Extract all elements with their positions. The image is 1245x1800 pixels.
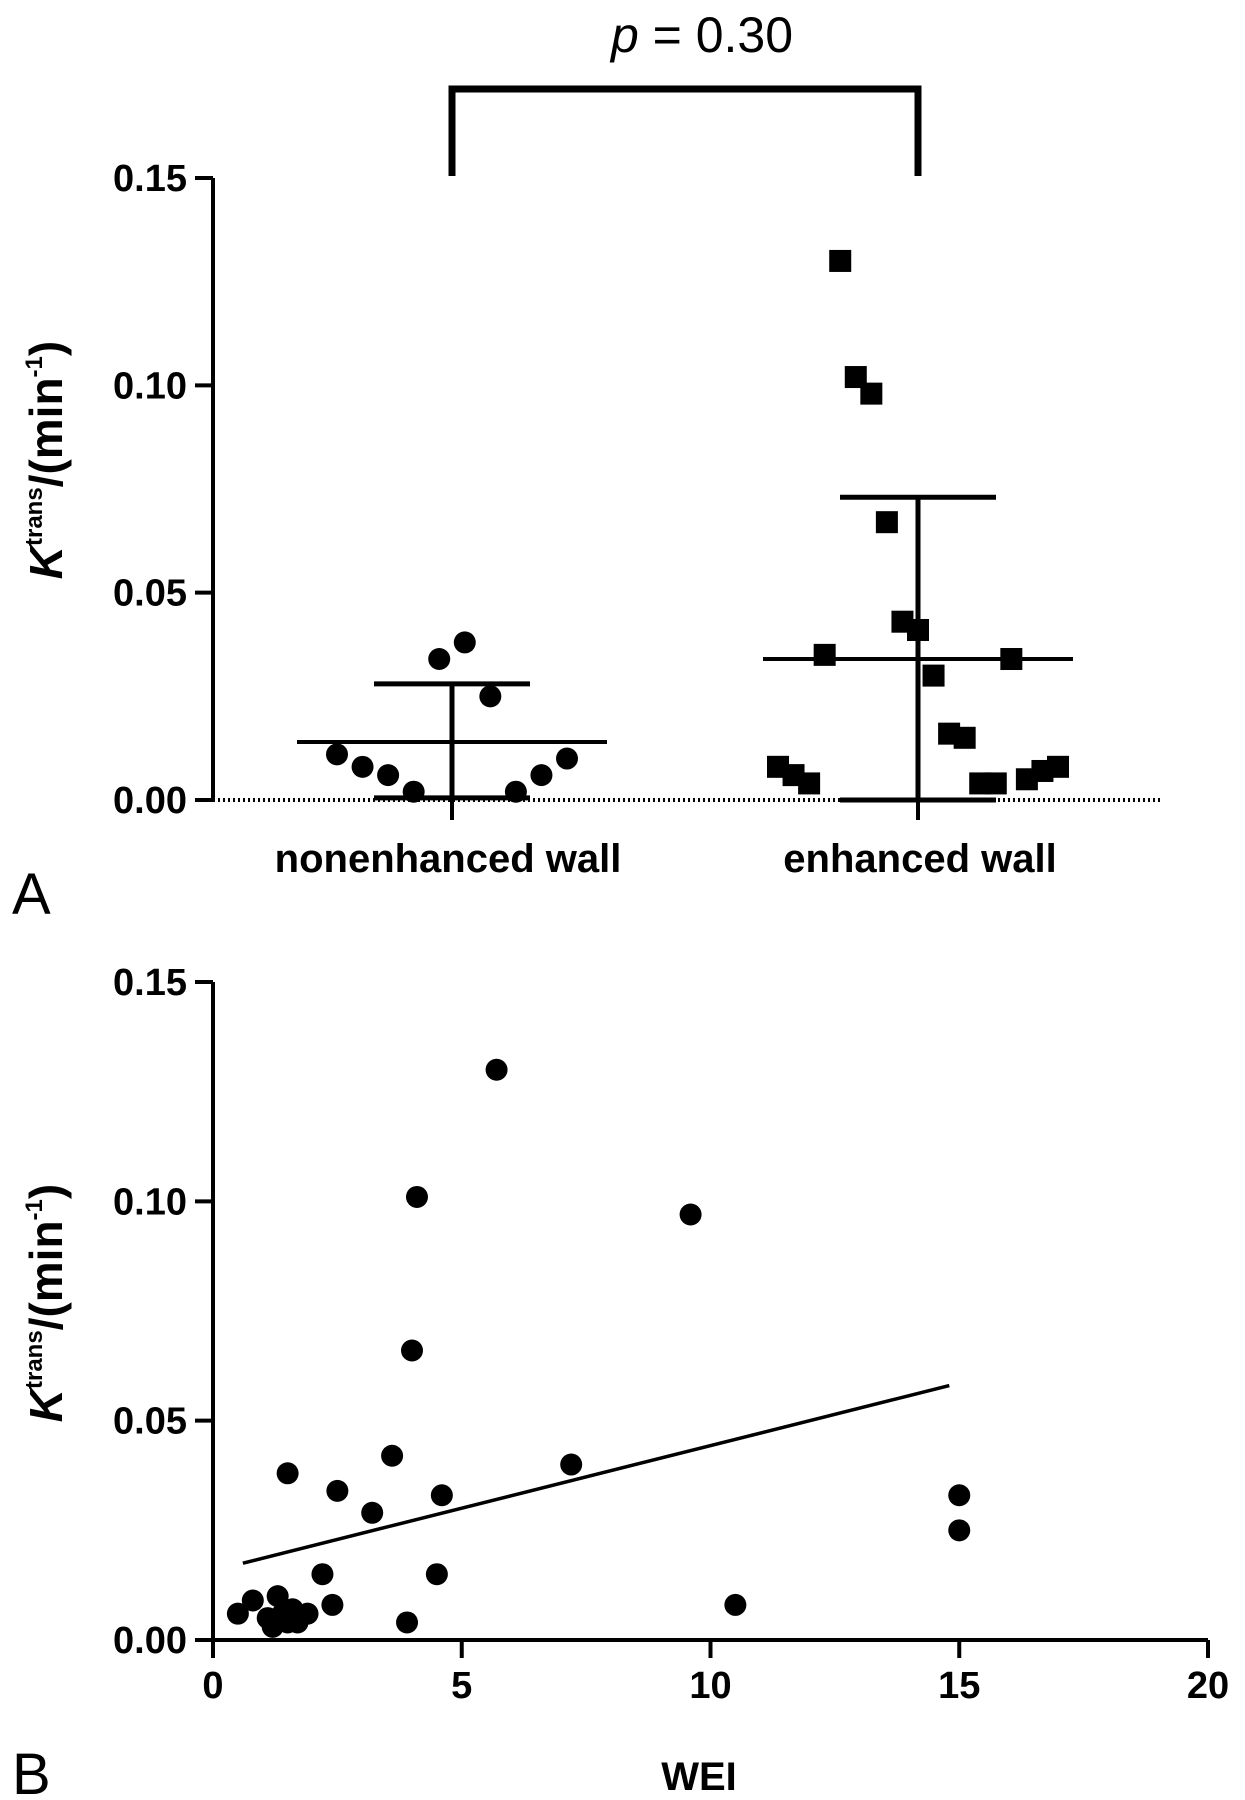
panel-b-x-tick-label: 20	[1187, 1665, 1229, 1707]
data-point-enhanced	[844, 366, 867, 389]
data-point-nonenhanced	[530, 764, 553, 787]
data-point	[405, 1185, 428, 1208]
data-point	[679, 1203, 702, 1226]
data-point	[326, 1479, 349, 1502]
data-point-enhanced	[798, 772, 821, 795]
significance-bracket	[448, 85, 922, 176]
data-point	[485, 1058, 508, 1081]
data-point	[396, 1611, 419, 1634]
data-point	[311, 1563, 334, 1586]
svg-text:Ktrans/(min-1): Ktrans/(min-1)	[20, 1184, 72, 1422]
panel-b-y-tick-label: 0.00	[113, 1620, 187, 1662]
panel-b-ylabel-close: )	[20, 1184, 72, 1199]
panel-b-ylabel-unit-sup: -1	[21, 1199, 48, 1220]
p-value-annotation: p = 0.30	[609, 7, 793, 63]
data-point-enhanced	[875, 511, 898, 534]
category-label-enhanced: enhanced wall	[783, 837, 1056, 881]
panel-a-ylabel-close: )	[20, 341, 72, 356]
panel-a-y-tick-label: 0.00	[113, 780, 187, 822]
panel-b-x-tick-label: 5	[451, 1665, 472, 1707]
panel-a-ylabel: Ktrans/(min-1)	[20, 341, 72, 579]
panel-a-ylabel-sup: trans	[21, 487, 48, 546]
panel-a-ylabel-unit-sup: -1	[21, 356, 48, 377]
panel-a-label: A	[12, 862, 51, 927]
panel-b-ylabel-unit: /(min	[20, 1220, 72, 1330]
panel-b-label: B	[12, 1742, 51, 1800]
data-point-enhanced	[813, 643, 836, 666]
panel-b-ylabel-sup: trans	[21, 1330, 48, 1389]
data-point-nonenhanced	[556, 747, 578, 770]
data-point	[226, 1602, 249, 1625]
panel-b-y-tick-label: 0.15	[113, 962, 187, 1004]
panel-b-y-tick-label: 0.10	[113, 1181, 187, 1223]
panel-b-ylabel: Ktrans/(min-1)	[20, 1184, 72, 1422]
data-point	[425, 1563, 448, 1586]
data-point	[560, 1453, 583, 1476]
panel-b-xlabel: WEI	[661, 1755, 737, 1799]
data-point-enhanced	[984, 772, 1007, 795]
panel-a-y-tick-label: 0.05	[113, 573, 187, 615]
svg-text:Ktrans/(min-1): Ktrans/(min-1)	[20, 341, 72, 579]
panel-a-y-tick-label: 0.15	[113, 158, 187, 200]
data-point	[948, 1519, 971, 1542]
panel-b: B Ktrans/(min-1) WEI	[12, 1184, 737, 1800]
panel-a-y-tick-label: 0.10	[113, 365, 187, 407]
panel-b-y-tick-label: 0.05	[113, 1401, 187, 1443]
data-point	[381, 1444, 404, 1467]
panel-b-marks: 0.00 0.05 0.10 0.15 0 5 10 15 20	[113, 962, 1229, 1707]
data-point-nonenhanced	[453, 631, 476, 654]
p-symbol: p	[609, 7, 639, 63]
data-point	[241, 1589, 264, 1612]
data-point-enhanced	[829, 249, 852, 272]
data-point-nonenhanced	[377, 764, 400, 787]
category-label-nonenhanced: nonenhanced wall	[275, 837, 622, 881]
data-point	[266, 1585, 289, 1608]
panel-b-x-tick-label: 15	[938, 1665, 980, 1707]
data-point	[361, 1501, 384, 1524]
data-point	[430, 1484, 453, 1507]
data-point	[401, 1339, 423, 1362]
data-point-nonenhanced	[428, 648, 451, 671]
panel-b-x-tick-label: 0	[202, 1665, 223, 1707]
data-point	[948, 1484, 971, 1507]
panel-a: A Ktrans/(min-1) nonenhanced wall enhanc…	[12, 7, 1057, 927]
data-point-enhanced	[953, 726, 976, 749]
panel-a-marks: 0.00 0.05 0.10 0.15	[113, 158, 1160, 822]
data-point-enhanced	[860, 382, 883, 405]
regression-line	[242, 1383, 950, 1565]
p-value-text: = 0.30	[639, 7, 793, 63]
data-point-nonenhanced	[326, 743, 348, 766]
panel-a-ylabel-unit: /(min	[20, 377, 72, 487]
panel-a-ylabel-k: K	[20, 543, 72, 579]
data-point	[296, 1602, 319, 1625]
data-point-enhanced	[922, 664, 945, 687]
data-point	[724, 1593, 747, 1616]
data-point	[276, 1462, 299, 1485]
data-point-enhanced	[1047, 755, 1069, 778]
panel-b-x-tick-label: 10	[689, 1665, 731, 1707]
data-point	[321, 1593, 344, 1616]
data-point-nonenhanced	[351, 755, 374, 778]
data-point-nonenhanced	[479, 685, 502, 708]
panel-b-ylabel-k: K	[20, 1386, 72, 1422]
